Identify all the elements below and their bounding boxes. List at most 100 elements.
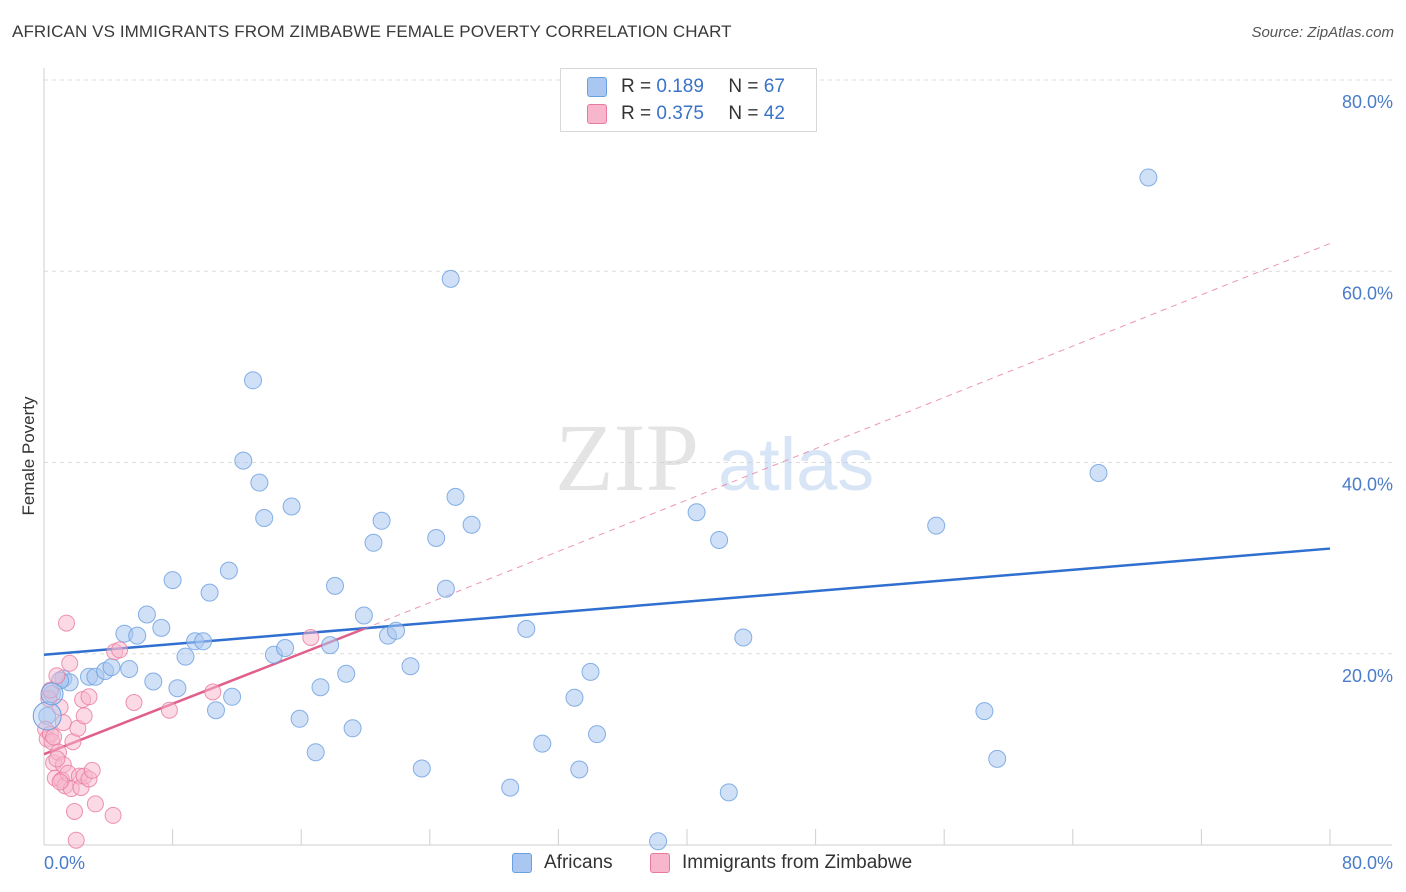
- point-africans: [441, 269, 460, 288]
- trend-line-extended-zimbabwe: [363, 243, 1331, 630]
- point-africans: [710, 531, 729, 549]
- point-africans: [255, 509, 274, 527]
- point-africans: [137, 605, 156, 624]
- point-zimbabwe: [66, 803, 83, 820]
- point-zimbabwe: [204, 683, 222, 701]
- point-africans: [152, 618, 171, 637]
- watermark-zip: ZIP: [555, 404, 699, 511]
- point-africans: [427, 529, 446, 547]
- point-africans: [372, 511, 391, 530]
- legend-row-africans: R = 0.189 N = 67: [587, 75, 785, 99]
- point-zimbabwe: [58, 614, 75, 632]
- grid-lines: [44, 79, 1392, 655]
- point-africans: [219, 561, 238, 580]
- point-africans: [163, 571, 182, 590]
- point-africans: [436, 579, 455, 598]
- series-legend: Africans Immigrants from Zimbabwe: [0, 852, 1406, 876]
- point-africans: [311, 678, 330, 697]
- point-africans: [975, 702, 994, 721]
- point-zimbabwe: [80, 688, 98, 706]
- point-zimbabwe: [48, 750, 66, 768]
- point-africans: [927, 516, 946, 535]
- point-zimbabwe: [67, 831, 85, 849]
- point-africans-cluster: [32, 701, 62, 731]
- point-zimbabwe: [54, 714, 72, 732]
- point-africans: [128, 626, 147, 645]
- tick-labels: 20.0% 40.0% 60.0% 80.0% 0.0% 80.0%: [44, 92, 1393, 873]
- point-africans: [462, 515, 481, 534]
- point-zimbabwe: [61, 654, 79, 672]
- point-africans: [250, 473, 269, 492]
- point-africans: [412, 759, 431, 778]
- trend-line-zimbabwe: [43, 627, 365, 756]
- legend-r-value: 0.189: [656, 76, 704, 97]
- point-africans: [501, 778, 520, 797]
- point-africans: [144, 672, 163, 691]
- point-africans-cluster: [40, 682, 64, 706]
- point-africans: [337, 664, 356, 683]
- point-africans: [194, 632, 213, 651]
- chart-title: AFRICAN VS IMMIGRANTS FROM ZIMBABWE FEMA…: [12, 22, 732, 41]
- point-africans: [223, 687, 242, 706]
- point-zimbabwe: [41, 681, 59, 699]
- point-africans: [401, 657, 420, 676]
- y-tick-label: 20.0%: [1342, 666, 1393, 686]
- point-africans: [244, 371, 262, 390]
- point-africans: [364, 533, 383, 552]
- point-africans: [988, 749, 1007, 768]
- point-africans: [290, 709, 309, 728]
- source-label: Source: ZipAtlas.com: [1251, 24, 1394, 41]
- point-africans: [446, 487, 465, 506]
- series-legend-africans[interactable]: Africans: [512, 852, 613, 874]
- point-zimbabwe: [83, 761, 101, 779]
- y-tick-label: 80.0%: [1342, 92, 1393, 112]
- legend-r-label: R =: [621, 103, 652, 124]
- point-zimbabwe: [160, 701, 178, 719]
- point-africans: [1139, 168, 1158, 187]
- series-swatch-africans: [512, 853, 532, 873]
- trend-line-africans: [43, 547, 1331, 656]
- legend-n-label: N =: [728, 103, 759, 124]
- point-zimbabwe: [51, 773, 69, 791]
- point-zimbabwe: [104, 806, 122, 824]
- legend-n-value: 67: [763, 76, 785, 97]
- y-axis-label: Female Poverty: [19, 396, 38, 516]
- data-points: [32, 168, 1158, 851]
- point-africans: [343, 719, 362, 738]
- point-africans: [234, 451, 253, 470]
- legend-n-label: N =: [728, 76, 759, 97]
- legend-swatch-africans: [587, 77, 607, 97]
- point-africans: [517, 619, 536, 638]
- point-africans: [588, 725, 606, 744]
- point-zimbabwe: [75, 707, 93, 725]
- y-tick-label: 60.0%: [1342, 283, 1393, 303]
- point-africans: [387, 621, 405, 640]
- point-africans: [719, 783, 738, 802]
- point-africans: [354, 606, 373, 625]
- point-zimbabwe: [48, 667, 66, 685]
- point-zimbabwe: [86, 795, 104, 813]
- point-africans: [306, 743, 325, 762]
- point-africans: [276, 639, 295, 657]
- legend-n-value: 42: [763, 103, 785, 124]
- point-africans: [570, 760, 589, 779]
- point-africans: [649, 832, 668, 851]
- point-africans: [200, 583, 219, 602]
- stats-legend: R = 0.189 N = 67 R = 0.375 N = 42: [560, 68, 817, 132]
- series-legend-zimbabwe[interactable]: Immigrants from Zimbabwe: [650, 852, 912, 874]
- legend-r-value: 0.375: [656, 103, 704, 124]
- point-africans: [120, 660, 139, 678]
- y-tick-label: 40.0%: [1342, 475, 1393, 495]
- point-africans: [581, 662, 600, 681]
- point-africans: [687, 503, 706, 522]
- point-africans: [282, 497, 301, 516]
- point-africans: [533, 734, 552, 753]
- point-africans: [1089, 464, 1108, 482]
- watermark: ZIP atlas: [555, 404, 874, 511]
- watermark-atlas: atlas: [718, 423, 874, 506]
- point-africans: [102, 658, 121, 677]
- point-zimbabwe: [125, 694, 143, 711]
- point-africans: [321, 636, 340, 655]
- trend-lines: [43, 243, 1331, 756]
